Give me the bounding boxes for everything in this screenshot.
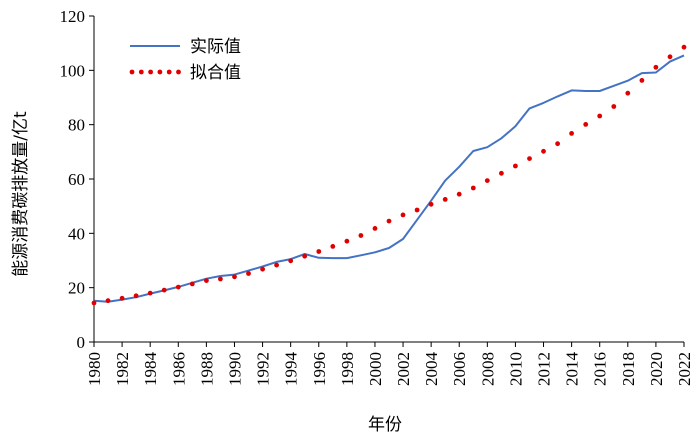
y-tick-label: 60 [68, 170, 85, 189]
fitted-point [204, 278, 209, 283]
fitted-point [119, 295, 125, 301]
x-tick-label: 1980 [85, 352, 104, 386]
x-tick-label: 2008 [478, 352, 497, 386]
x-tick-label: 2012 [535, 352, 554, 386]
legend-swatch-fitted [148, 69, 154, 75]
fitted-point [470, 185, 476, 191]
x-tick-label: 2006 [450, 352, 469, 386]
fitted-point [428, 201, 434, 207]
x-tick-label: 2010 [506, 352, 525, 386]
fitted-point [147, 290, 153, 296]
x-tick-label: 1982 [113, 352, 132, 386]
y-tick-label: 20 [68, 279, 85, 298]
fitted-point [246, 271, 251, 276]
x-axis-label: 年份 [368, 415, 402, 435]
fitted-point [260, 266, 265, 272]
fitted-point [513, 163, 518, 169]
fitted-point [175, 284, 181, 290]
x-tick-label: 1998 [338, 352, 357, 386]
x-tick-label: 1994 [282, 352, 301, 387]
fitted-point [302, 253, 308, 259]
legend-label-fitted: 拟合值 [190, 63, 241, 83]
fitted-point [527, 156, 532, 162]
fitted-point [400, 212, 406, 218]
fitted-point [232, 274, 237, 280]
fitted-point [358, 233, 364, 238]
fitted-point [414, 207, 420, 213]
x-tick-label: 2002 [394, 352, 413, 386]
fitted-point [189, 281, 195, 287]
x-tick-label: 2018 [619, 352, 638, 386]
fitted-point [91, 300, 97, 306]
x-tick-label: 1996 [310, 352, 329, 386]
x-tick-label: 1990 [225, 352, 244, 386]
x-tick-label: 2022 [675, 352, 694, 386]
fitted-point [597, 113, 603, 119]
series-layer [91, 44, 687, 306]
x-tick-label: 1988 [197, 352, 216, 386]
fitted-point [316, 249, 322, 254]
x-tick-label: 2014 [563, 352, 582, 387]
fitted-point [386, 218, 392, 224]
x-tick-label: 1986 [169, 352, 188, 386]
fitted-point [372, 226, 378, 231]
series-line-actual [93, 54, 685, 303]
fitted-point [484, 178, 490, 184]
fitted-point [569, 131, 574, 136]
x-tick-label: 2016 [591, 352, 610, 386]
fitted-point [555, 141, 560, 147]
fitted-point [653, 64, 659, 70]
fitted-point [639, 78, 645, 83]
legend-label-actual: 实际值 [190, 37, 241, 57]
fitted-point [583, 122, 589, 127]
fitted-point [133, 293, 139, 299]
y-tick-label: 100 [60, 61, 86, 80]
x-tick-label: 2004 [422, 352, 441, 387]
fitted-point [274, 262, 279, 268]
x-tick-label: 1992 [254, 352, 273, 386]
fitted-point [161, 287, 167, 293]
x-tick-label: 2020 [647, 352, 666, 386]
fitted-point [344, 238, 350, 244]
fitted-point [541, 148, 546, 154]
y-tick-label: 40 [68, 224, 85, 243]
y-axis-label: 能源消费碳排放量/亿t [11, 111, 31, 277]
fitted-point [625, 90, 631, 96]
fitted-point [218, 276, 223, 282]
y-tick-label: 80 [68, 116, 85, 135]
fitted-point [288, 258, 294, 264]
y-tick-label: 120 [60, 7, 86, 26]
legend-swatch-fitted [129, 69, 135, 75]
axes: 0 20 40 60 80 100 120 1980 1982 1984 1986 1988 1990 1… [60, 7, 695, 386]
legend-swatch-fitted [176, 69, 181, 75]
x-tick-label: 2000 [366, 352, 385, 386]
legend-swatch-fitted [157, 69, 163, 75]
fitted-point [105, 298, 111, 304]
fitted-point [330, 244, 336, 249]
legend-swatch-fitted [138, 69, 144, 75]
fitted-point [667, 54, 673, 60]
x-tick-label: 1984 [141, 352, 160, 387]
legend-swatch-fitted [166, 69, 172, 75]
y-tick-label: 0 [77, 333, 86, 352]
fitted-point [442, 197, 448, 202]
fitted-point [499, 170, 504, 176]
fitted-point [611, 104, 617, 109]
fitted-point [456, 191, 462, 197]
fitted-point [681, 44, 687, 50]
